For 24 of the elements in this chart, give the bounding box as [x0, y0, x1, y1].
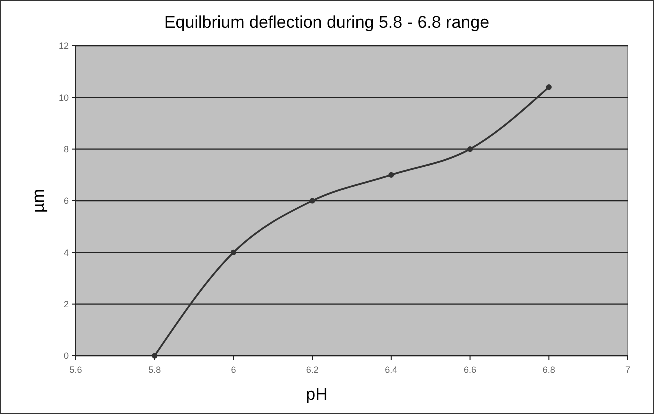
y-tick-label: 2 — [64, 299, 69, 310]
y-axis-title: µm — [29, 189, 48, 213]
x-tick-label: 6.2 — [306, 365, 319, 375]
y-tick-label: 10 — [58, 92, 69, 103]
y-tick-label: 6 — [64, 196, 69, 206]
x-tick-label: 7 — [625, 365, 631, 375]
y-tick-label: 4 — [64, 248, 69, 258]
x-tick-label: 5.8 — [148, 365, 162, 375]
chart-title: Equilbrium deflection during 5.8 - 6.8 range — [164, 13, 490, 32]
x-tick-label: 6 — [231, 365, 236, 375]
point — [546, 84, 552, 90]
point — [230, 250, 237, 256]
x-tick-label: 6.6 — [464, 365, 477, 375]
point — [152, 353, 158, 359]
x-axis-title: pH — [306, 385, 328, 404]
x-tick-label: 6.8 — [542, 365, 556, 375]
y-tick-label: 8 — [64, 144, 69, 154]
x-tick-label: 6.4 — [385, 365, 398, 375]
point — [467, 146, 474, 152]
point — [310, 198, 316, 204]
y-tick-label: 12 — [58, 41, 69, 52]
point — [388, 172, 394, 178]
x-tick-label: 5.6 — [70, 365, 82, 375]
y-tick-label: 0 — [64, 351, 69, 362]
